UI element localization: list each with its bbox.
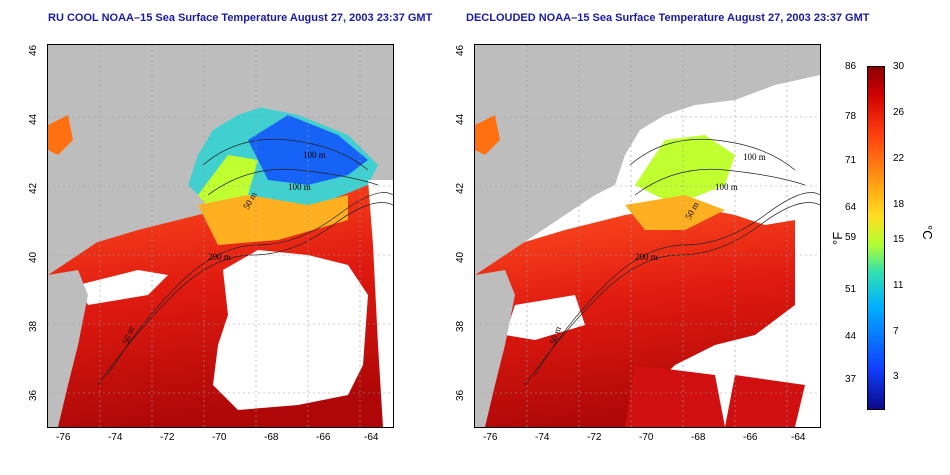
left-map-canvas: 100 m 100 m 50 m 200 m 50 m xyxy=(48,45,393,427)
lat-tick: 36 xyxy=(455,389,466,401)
lon-tick: -70 xyxy=(212,432,227,443)
left-map-title: RU COOL NOAA–15 Sea Surface Temperature … xyxy=(48,12,433,24)
lon-tick: -68 xyxy=(691,432,706,443)
right-map-canvas: 100 m 100 m 50 m 200 m 50 m xyxy=(475,45,820,427)
contour-label: 100 m xyxy=(743,152,766,162)
celsius-tick: 3 xyxy=(893,371,899,382)
lat-lon-grid xyxy=(48,45,393,427)
fahrenheit-tick: 37 xyxy=(845,374,857,385)
lat-tick: 38 xyxy=(455,320,466,332)
warm-water-south xyxy=(625,365,725,427)
celsius-unit: °C xyxy=(920,225,935,240)
lon-tick: -76 xyxy=(56,432,71,443)
lon-tick: -68 xyxy=(264,432,279,443)
lon-tick: -72 xyxy=(587,432,602,443)
lon-tick: -74 xyxy=(535,432,550,443)
contour-label: 200 m xyxy=(635,252,658,262)
lon-tick: -64 xyxy=(791,432,806,443)
lat-tick: 42 xyxy=(455,182,466,194)
fahrenheit-unit: °F xyxy=(830,231,845,245)
fahrenheit-tick: 71 xyxy=(845,155,857,166)
lat-tick: 44 xyxy=(455,113,466,125)
lat-tick: 38 xyxy=(28,320,39,332)
lat-tick: 36 xyxy=(28,389,39,401)
orange-water xyxy=(198,195,348,245)
contour-label: 100 m xyxy=(715,182,738,192)
lon-tick: -72 xyxy=(160,432,175,443)
right-sst-map: 100 m 100 m 50 m 200 m 50 m xyxy=(474,44,821,428)
celsius-tick: 11 xyxy=(893,280,904,291)
yellow-water xyxy=(635,135,735,205)
temperature-colorbar xyxy=(867,66,885,410)
lat-tick: 46 xyxy=(28,44,39,56)
celsius-tick: 15 xyxy=(893,234,905,245)
contour-line xyxy=(524,202,820,386)
lat-tick: 40 xyxy=(455,251,466,263)
contour-line xyxy=(107,192,393,376)
contour-line xyxy=(629,139,796,171)
contour-label: 200 m xyxy=(208,252,231,262)
fahrenheit-tick: 44 xyxy=(845,331,857,342)
warm-water-east xyxy=(725,375,805,427)
left-sst-map: 100 m 100 m 50 m 200 m 50 m xyxy=(47,44,394,428)
contour-line xyxy=(207,169,379,196)
contour-line xyxy=(634,169,806,196)
lon-tick: -74 xyxy=(108,432,123,443)
lat-tick: 40 xyxy=(28,251,39,263)
land-west xyxy=(48,270,88,427)
lon-tick: -66 xyxy=(316,432,331,443)
fahrenheit-tick: 64 xyxy=(845,202,857,213)
cloud-coast xyxy=(78,270,168,305)
lat-tick: 42 xyxy=(28,182,39,194)
orange-water xyxy=(625,195,725,230)
land-north xyxy=(475,45,820,275)
bay-water xyxy=(475,115,500,155)
lon-tick: -64 xyxy=(364,432,379,443)
lon-tick: -66 xyxy=(743,432,758,443)
right-map-title: DECLOUDED NOAA–15 Sea Surface Temperatur… xyxy=(466,12,870,24)
bay-water xyxy=(48,115,73,155)
cloud-gap xyxy=(505,295,585,340)
fahrenheit-tick: 51 xyxy=(845,284,857,295)
fahrenheit-tick: 86 xyxy=(845,61,857,72)
contour-line xyxy=(97,202,393,386)
warm-water xyxy=(475,205,795,427)
lat-tick: 46 xyxy=(455,44,466,56)
celsius-tick: 7 xyxy=(893,326,899,337)
celsius-tick: 30 xyxy=(893,61,905,72)
land-north xyxy=(48,45,393,275)
celsius-tick: 18 xyxy=(893,199,905,210)
contour-label: 100 m xyxy=(303,150,326,160)
contour-line xyxy=(534,192,820,376)
lon-tick: -70 xyxy=(639,432,654,443)
land-west xyxy=(475,270,515,427)
fahrenheit-tick: 78 xyxy=(845,111,857,122)
lat-tick: 44 xyxy=(28,113,39,125)
cloud-edge xyxy=(368,180,393,427)
lat-lon-grid xyxy=(475,45,820,427)
contour-line xyxy=(202,139,369,171)
celsius-tick: 22 xyxy=(893,153,905,164)
contour-label: 100 m xyxy=(288,182,311,192)
lon-tick: -76 xyxy=(483,432,498,443)
celsius-tick: 26 xyxy=(893,107,905,118)
fahrenheit-tick: 59 xyxy=(845,232,857,243)
cloud-area xyxy=(213,250,368,410)
